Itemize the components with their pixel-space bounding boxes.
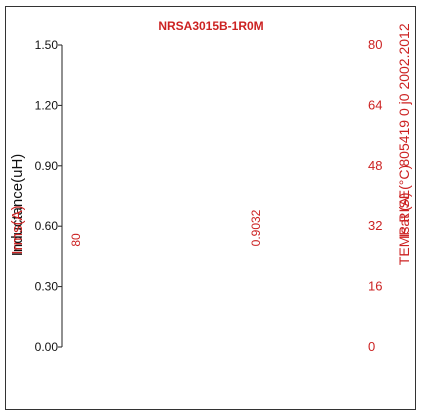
right-y-axis: 0 16 32 48 64 80 xyxy=(368,37,382,354)
value-markers: 80 0.9032 xyxy=(69,209,263,246)
left-y-axis-label: Inductance(uH) xyxy=(9,154,26,257)
left-tick-label: 1.20 xyxy=(35,98,59,112)
right-overlay-code: 805419 0 j0 2002.2012 xyxy=(396,23,412,166)
left-tick-label: 0.60 xyxy=(35,219,59,233)
left-y-axis-label-overlap: Irms(A) xyxy=(9,205,26,254)
right-y-axis-label-overlap: Isat (A) xyxy=(396,192,412,237)
right-tick-label: 48 xyxy=(368,158,382,173)
rotated-value-label: 0.9032 xyxy=(249,209,263,246)
right-y-axis-label: TEMP RISE(°C) xyxy=(396,165,412,265)
left-y-axis: 0.00 0.30 0.60 0.90 1.20 1.50 xyxy=(35,38,63,354)
rotated-value-label: 80 xyxy=(69,233,83,247)
right-tick-label: 64 xyxy=(368,97,382,112)
left-tick-label: 1.50 xyxy=(35,38,59,52)
right-tick-label: 32 xyxy=(368,218,382,233)
right-tick-label: 80 xyxy=(368,37,382,52)
axis-labels: Inductance(uH)Irms(A) TEMP RISE(°C)Isat (… xyxy=(9,23,412,265)
right-tick-label: 16 xyxy=(368,279,382,294)
chart-title: NRSA3015B-1R0M xyxy=(158,19,263,33)
left-tick-label: 0.30 xyxy=(35,280,59,294)
right-tick-label: 0 xyxy=(368,339,375,354)
left-tick-label: 0.90 xyxy=(35,159,59,173)
chart-frame xyxy=(5,6,416,410)
left-tick-label: 0.00 xyxy=(35,340,59,354)
